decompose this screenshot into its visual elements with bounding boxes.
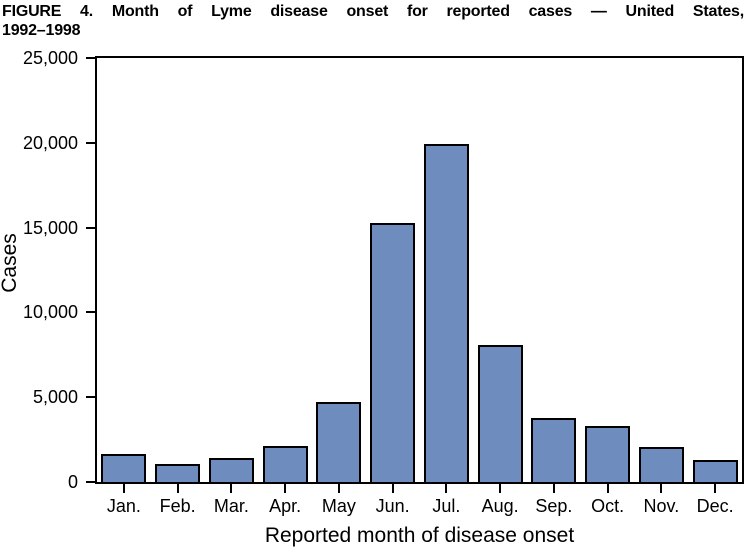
bar-jun: [370, 223, 416, 482]
x-tick-label-feb: Feb.: [159, 496, 196, 516]
x-tick-mark: [230, 482, 233, 493]
bar-nov: [638, 447, 684, 482]
y-tick-mark: [86, 57, 95, 59]
y-tick-label: 5,000: [32, 387, 78, 408]
bar-aug: [477, 345, 523, 482]
bar-jan: [101, 454, 147, 482]
x-tick-mark: [499, 482, 502, 493]
x-tick-label-nov: Nov.: [643, 496, 680, 516]
plot-area: [86, 56, 744, 493]
x-tick-mark: [660, 482, 663, 493]
x-tick-label-oct: Oct.: [591, 496, 625, 516]
y-tick-label: 0: [67, 472, 78, 492]
x-tick-mark: [552, 482, 555, 493]
y-tick-mark: [86, 141, 95, 144]
x-tick-mark: [284, 482, 287, 493]
y-tick-mark: [86, 311, 95, 314]
y-tick-label: 25,000: [22, 48, 78, 68]
y-tick-mark: [86, 396, 95, 399]
x-tick-label-mar: Mar.: [213, 496, 249, 516]
bar-may: [316, 402, 362, 482]
x-tick-mark: [337, 482, 340, 493]
y-tick-label: 20,000: [22, 132, 78, 153]
x-tick-mark: [176, 482, 179, 493]
bar-oct: [585, 426, 631, 482]
x-tick-label-apr: Apr.: [269, 496, 302, 516]
y-axis-tick-labels: 0 5,000 10,000 15,000 20,000 25,000: [0, 48, 80, 492]
bar-feb: [155, 464, 201, 482]
x-tick-mark: [391, 482, 394, 493]
x-tick-label-jun: Jun.: [375, 496, 410, 516]
bar-sep: [531, 418, 577, 482]
x-tick-mark: [122, 482, 125, 493]
x-tick-mark: [606, 482, 609, 493]
figure-title-line2: 1992–1998: [2, 22, 81, 39]
y-tick-label: 10,000: [22, 302, 78, 323]
bar-mar: [208, 458, 254, 482]
bar-apr: [262, 446, 308, 482]
x-tick-label-jul: Jul.: [432, 496, 461, 516]
y-tick-mark: [86, 226, 95, 229]
x-tick-mark: [445, 482, 448, 493]
x-axis-tick-labels: Jan. Feb. Mar. Apr. May Jun. Jul. Aug. Sep. Oct. N…: [95, 496, 744, 518]
figure-title-line1: FIGURE 4. Month of Lyme disease onset fo…: [2, 3, 744, 20]
x-tick-label-dec: Dec.: [696, 496, 734, 516]
y-tick-mark: [86, 481, 95, 483]
x-tick-label-aug: Aug.: [481, 496, 519, 516]
x-tick-label-sep: Sep.: [535, 496, 573, 516]
x-tick-label-may: May: [321, 496, 356, 516]
bar-dec: [692, 460, 738, 482]
x-tick-label-jan: Jan.: [106, 496, 141, 516]
y-tick-label: 15,000: [22, 217, 78, 238]
bar-jul: [423, 144, 469, 482]
x-axis-title: Reported month of disease onset: [264, 524, 575, 547]
x-tick-mark: [714, 482, 717, 493]
figure-title: FIGURE 4. Month of Lyme disease onset fo…: [2, 2, 744, 40]
